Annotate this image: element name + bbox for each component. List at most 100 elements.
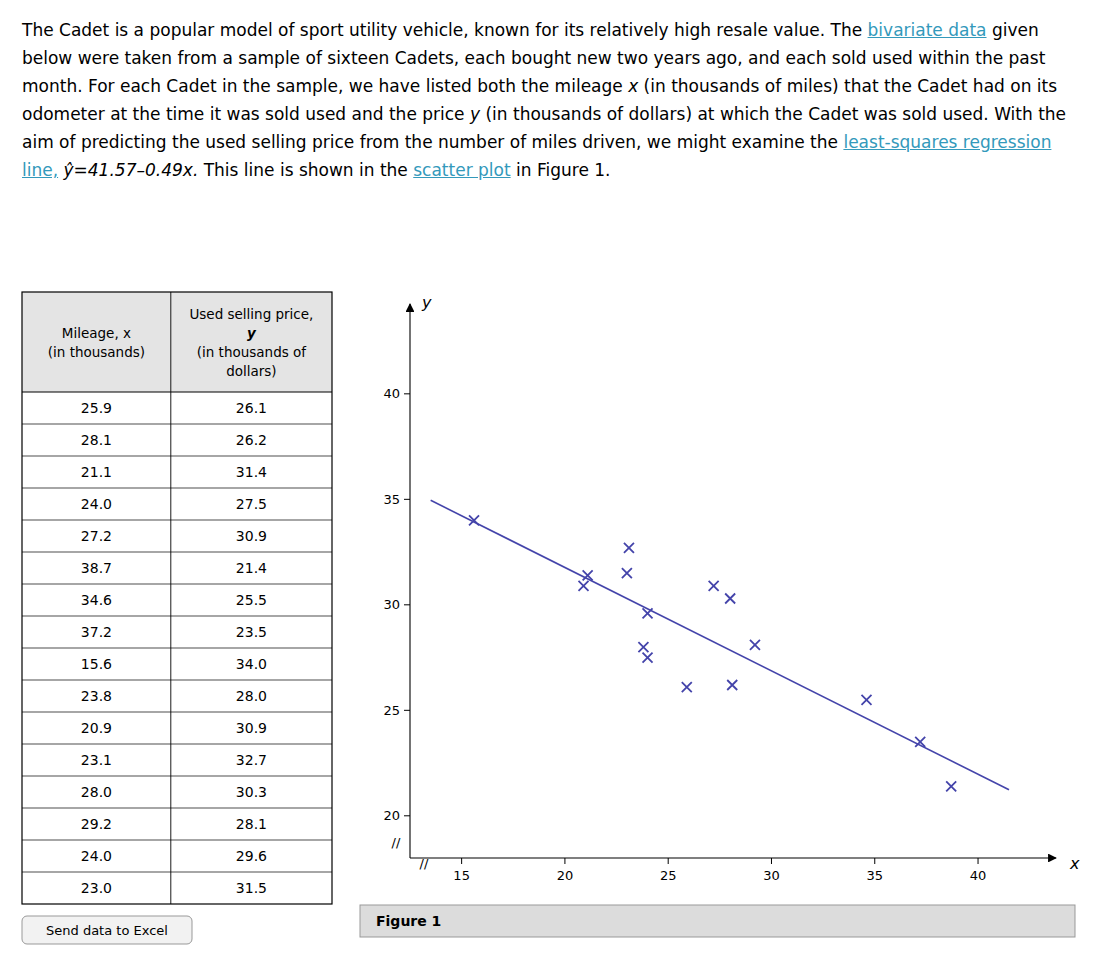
table-border [22,292,332,904]
table-header: (in thousands of [197,344,308,360]
link-text[interactable]: scatter plot [413,160,510,180]
button-box[interactable] [22,916,192,944]
table-header: Mileage, x [62,325,131,341]
table-cell: 25.9 [81,400,112,416]
table-cell: 25.5 [236,592,267,608]
button[interactable]: Send data to Excel [22,916,192,944]
table-header: (in thousands) [48,344,145,360]
table-cell: 27.2 [81,528,112,544]
table-cell: 30.9 [236,528,267,544]
point [750,640,760,650]
table-cell: 15.6 [81,656,112,672]
y-tick-label: 25 [383,703,400,718]
table-cell: 38.7 [81,560,112,576]
stage: Mileage, x (in thousands) Used selling pri… [0,0,1105,980]
paragraph-text: This line is shown in the [198,160,413,180]
table-cell: 20.9 [81,720,112,736]
regression-line [431,500,1009,789]
y-tick-label: 35 [383,492,400,507]
paragraph-text: in Figure 1. [511,160,611,180]
point [638,642,648,652]
paragraph-text: x [628,76,638,96]
x-tick [668,858,669,864]
table-rule [22,488,332,489]
point [643,653,653,663]
table-cell: 21.1 [81,464,112,480]
table-rule [22,680,332,681]
x-axis-label: x [1069,854,1080,873]
table-cell: 37.2 [81,624,112,640]
y-tick-label: 40 [383,386,400,401]
table-cell: 23.5 [236,624,267,640]
table-cell: 30.9 [236,720,267,736]
point [579,581,589,591]
table-rule [22,616,332,617]
table-header: y [247,325,257,341]
table-rule [22,776,332,777]
table-cell: 24.0 [81,496,112,512]
x-tick-label: 35 [866,868,883,883]
x-tick-label: 15 [453,868,470,883]
table-cell: 32.7 [236,752,267,768]
y-axis-label: y [421,293,432,312]
figure-label-bg [360,905,1075,937]
table-cell: 30.3 [236,784,267,800]
point [709,581,719,591]
figure-label: Figure 1 [376,913,441,929]
x-tick [978,858,979,864]
table-rule [22,744,332,745]
point [682,682,692,692]
link-text[interactable]: bivariate data [868,20,987,40]
button-label[interactable]: Send data to Excel [46,923,168,938]
x-tick [564,858,565,864]
table-rule [22,712,332,713]
table-rule [22,552,332,553]
table-divider [170,292,171,904]
point [727,680,737,690]
paragraph-text: The Cadet is a popular model of sport ut… [22,20,868,40]
table-rule [22,584,332,585]
axis-break: // [420,856,429,871]
table-cell: 23.0 [81,880,112,896]
table-rule [22,648,332,649]
table-cell: 23.8 [81,688,112,704]
figure-label-box: Figure 1 [360,905,1075,937]
paragraph-text: ŷ=41.57–0.49x. [58,160,198,180]
plot-data [431,500,1009,791]
table-rule [22,520,332,521]
x-tick-label: 25 [660,868,677,883]
table-header: Used selling price, [189,306,313,322]
paragraph-text: y [470,104,480,124]
table-cell: 31.5 [236,880,267,896]
y-tick [404,604,410,605]
table-rule [22,424,332,425]
table-cell: 23.1 [81,752,112,768]
x-tick [874,858,875,864]
table-cell: 26.2 [236,432,267,448]
table-cell: 24.0 [81,848,112,864]
table-cell: 29.2 [81,816,112,832]
x-tick [461,858,462,864]
y-tick [404,815,410,816]
point [624,543,634,553]
y-tick-label: 30 [383,597,400,612]
table-cell: 34.6 [81,592,112,608]
table-rule [22,808,332,809]
table-rule [22,456,332,457]
x-tick-label: 40 [970,868,987,883]
point [861,695,871,705]
table-cell: 26.1 [236,400,267,416]
table-rule [22,872,332,873]
table-rule [22,840,332,841]
x-tick-label: 20 [557,868,574,883]
table-header: dollars) [226,363,276,379]
y-tick [404,499,410,500]
point [725,593,735,603]
x-axis [410,857,1056,858]
table-header-bg [22,292,332,392]
point [622,568,632,578]
table-rule [22,392,332,393]
axes: 1520253035402025303540xy//// [383,293,1080,884]
x-tick [771,858,772,864]
y-tick-label: 20 [383,808,400,823]
